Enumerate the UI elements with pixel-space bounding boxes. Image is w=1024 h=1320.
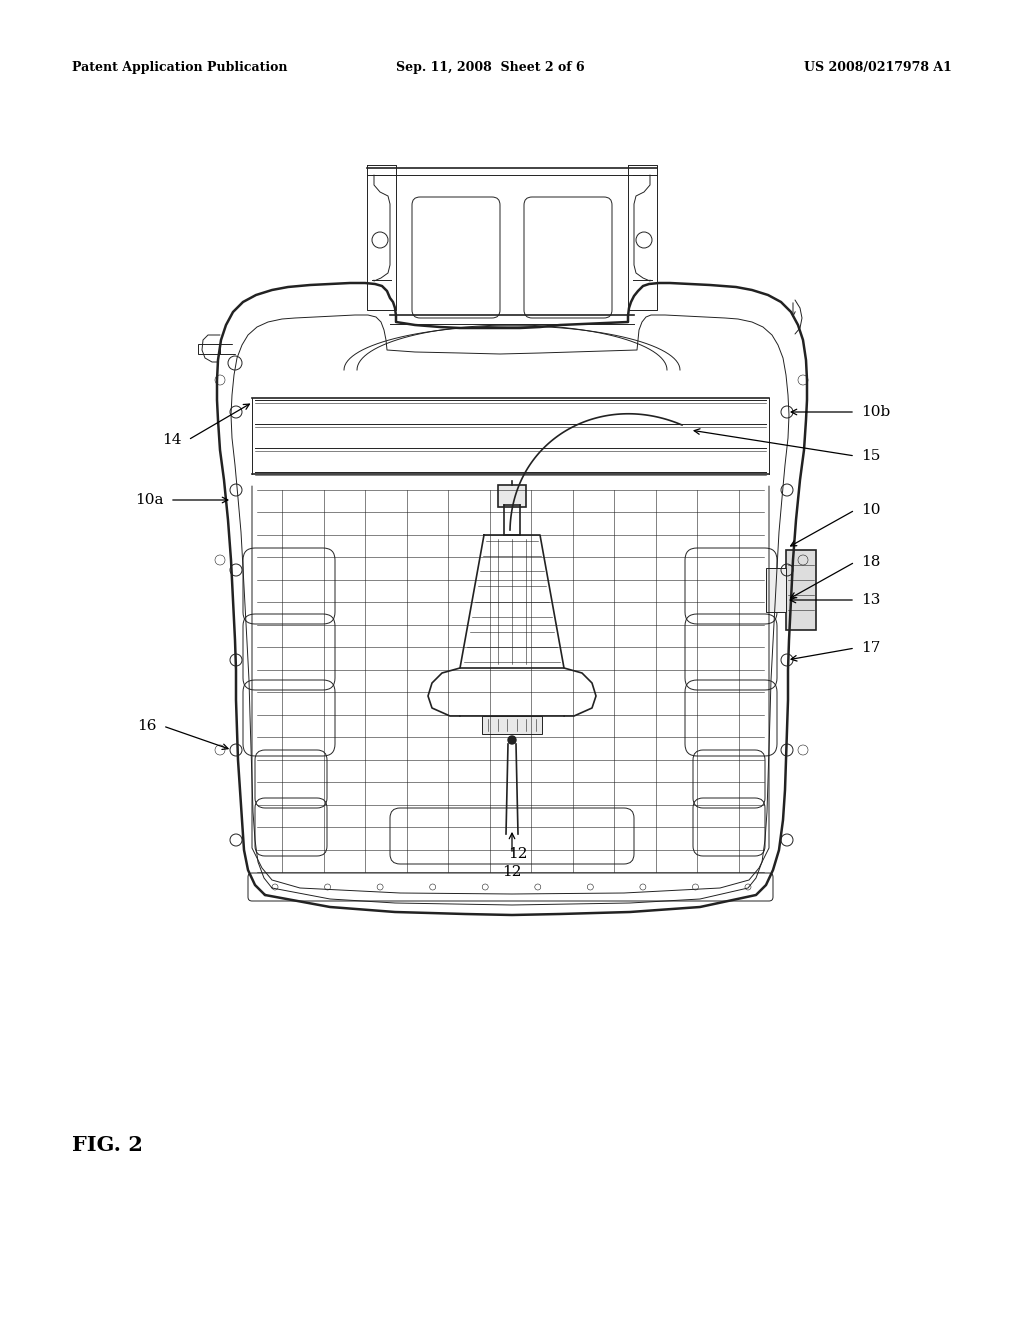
Text: FIG. 2: FIG. 2 (72, 1135, 143, 1155)
Text: 10b: 10b (861, 405, 890, 418)
Text: 15: 15 (861, 449, 881, 463)
Text: 12: 12 (508, 847, 527, 861)
Text: 10a: 10a (135, 492, 164, 507)
Bar (766, 568, 786, 612)
Text: Sep. 11, 2008  Sheet 2 of 6: Sep. 11, 2008 Sheet 2 of 6 (395, 62, 585, 74)
Text: 16: 16 (137, 719, 157, 733)
Bar (198, 345, 220, 354)
Text: 18: 18 (861, 554, 881, 569)
Text: US 2008/0217978 A1: US 2008/0217978 A1 (804, 62, 952, 74)
Text: 10: 10 (861, 503, 881, 517)
Circle shape (508, 737, 516, 744)
Text: 13: 13 (861, 593, 881, 607)
Bar (482, 715, 542, 734)
Bar (786, 550, 816, 630)
Text: 12: 12 (502, 865, 522, 879)
Bar (498, 484, 526, 507)
Text: 17: 17 (861, 642, 881, 655)
Text: 14: 14 (163, 433, 182, 447)
Text: Patent Application Publication: Patent Application Publication (72, 62, 288, 74)
